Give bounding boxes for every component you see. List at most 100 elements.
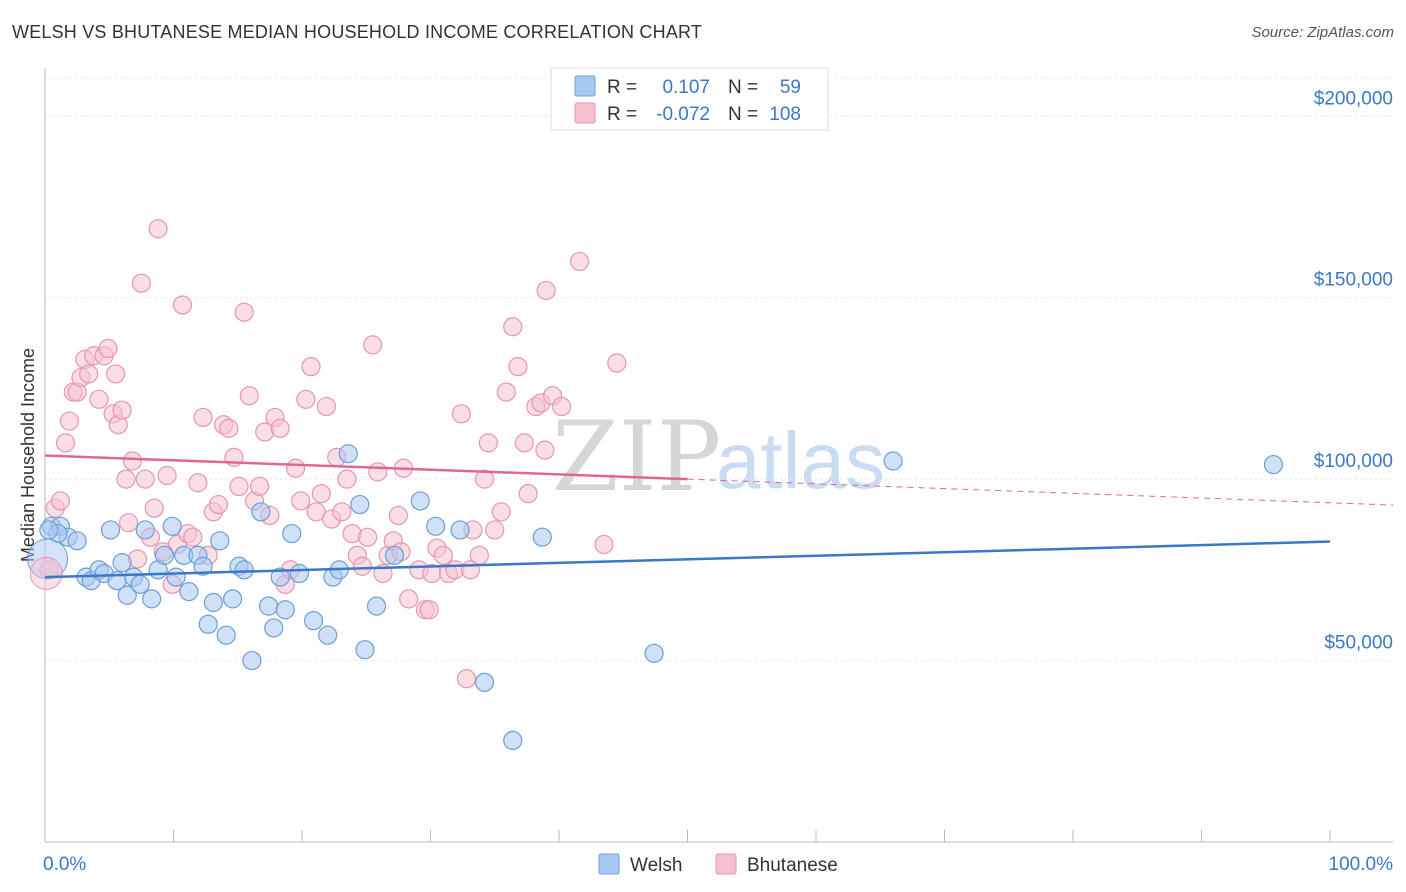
welsh-point <box>644 643 664 663</box>
bhutanese-point <box>419 600 439 620</box>
bhutanese-point <box>399 589 419 609</box>
series-swatch-welsh <box>598 853 620 875</box>
bhutanese-point <box>122 451 142 471</box>
bhutanese-point <box>433 545 453 565</box>
welsh-point <box>179 582 199 602</box>
chart-title: WELSH VS BHUTANESE MEDIAN HOUSEHOLD INCO… <box>12 22 703 42</box>
welsh-point <box>289 563 310 584</box>
legend-box <box>550 67 829 131</box>
data-points <box>27 219 1284 751</box>
bhutanese-point <box>172 295 193 315</box>
welsh-point <box>154 545 175 565</box>
y-tick-label: $100,000 <box>1314 451 1393 472</box>
welsh-point <box>216 625 236 645</box>
welsh-point <box>242 650 262 671</box>
y-tick-label: $150,000 <box>1314 270 1393 291</box>
welsh-point <box>203 592 223 613</box>
watermark-zip: ZIP <box>552 401 721 513</box>
welsh-point <box>117 585 137 605</box>
watermark-atlas: atlas <box>716 416 885 505</box>
bhutanese-point <box>363 335 383 355</box>
welsh-point <box>355 640 375 660</box>
legend-r-value-bhutanese: -0.072 <box>656 104 710 125</box>
bhutanese-point <box>270 418 290 438</box>
bhutanese-point <box>188 473 208 493</box>
welsh-point <box>366 596 387 616</box>
welsh-point <box>251 502 271 522</box>
legend-n-label-bhutanese: N = <box>728 104 758 125</box>
legend-r-value-welsh: 0.107 <box>662 77 710 98</box>
bhutanese-point <box>594 534 614 555</box>
bhutanese-point <box>249 476 270 496</box>
bhutanese-point <box>219 418 239 438</box>
bhutanese-point <box>59 411 80 431</box>
welsh-point <box>210 531 230 551</box>
bhutanese-point <box>148 219 168 239</box>
welsh-point <box>1263 455 1284 475</box>
bhutanese-point <box>491 502 511 522</box>
welsh-point <box>384 545 405 565</box>
bhutanese-point <box>352 556 372 576</box>
bhutanese-trend-extension <box>687 478 1394 506</box>
welsh-point <box>234 560 254 580</box>
bhutanese-point <box>285 458 306 478</box>
watermark: ZIP atlas <box>552 401 885 513</box>
bhutanese-point <box>474 469 495 489</box>
bhutanese-point <box>208 494 229 515</box>
bhutanese-point <box>508 357 528 377</box>
welsh-point <box>450 520 470 540</box>
bhutanese-point <box>50 491 71 511</box>
trend-lines <box>44 454 1394 579</box>
y-tick-labels: $50,000 $100,000 $150,000 $200,000 <box>1314 88 1393 653</box>
bhutanese-point <box>106 364 126 384</box>
bhutanese-point <box>456 669 477 689</box>
y-tick-label: $50,000 <box>1324 633 1393 654</box>
welsh-point <box>474 672 495 692</box>
welsh-point <box>135 520 155 540</box>
bhutanese-point <box>368 462 388 482</box>
bhutanese-point <box>239 386 259 406</box>
welsh-point <box>142 589 162 609</box>
bhutanese-point <box>234 302 254 322</box>
bhutanese-point <box>535 440 555 460</box>
welsh-point <box>100 520 121 540</box>
series-label-welsh: Welsh <box>630 855 682 876</box>
legend-n-label-welsh: N = <box>728 77 758 98</box>
correlation-legend: R = 0.107 N = 59 R = -0.072 N = 108 <box>550 67 829 131</box>
bhutanese-point <box>451 404 471 424</box>
bhutanese-point <box>89 389 109 409</box>
bhutanese-point <box>79 364 99 384</box>
welsh-point <box>198 614 218 634</box>
bhutanese-point <box>112 400 132 420</box>
legend-n-value-welsh: 59 <box>780 77 801 98</box>
bhutanese-point <box>503 317 523 337</box>
bhutanese-point <box>296 389 316 409</box>
bhutanese-point <box>514 433 534 453</box>
welsh-trend-line <box>44 540 1331 579</box>
bhutanese-trend-line <box>44 454 688 481</box>
welsh-point <box>270 567 290 587</box>
legend-n-value-bhutanese: 108 <box>769 104 801 125</box>
bhutanese-point <box>357 527 378 547</box>
welsh-point <box>303 611 324 631</box>
bhutanese-point <box>144 498 164 518</box>
x-tick-min: 0.0% <box>43 854 86 875</box>
bhutanese-point <box>306 502 326 522</box>
y-axis-title: Median Household Income <box>18 348 38 562</box>
welsh-point <box>883 451 903 471</box>
bhutanese-point <box>193 407 213 428</box>
bhutanese-point <box>183 527 203 547</box>
bhutanese-point <box>311 484 331 504</box>
welsh-point <box>318 625 338 645</box>
x-tick-max: 100.0% <box>1329 854 1394 875</box>
bhutanese-point <box>332 502 352 522</box>
welsh-point <box>503 730 523 751</box>
bhutanese-point <box>569 251 590 272</box>
welsh-point <box>338 444 358 464</box>
legend-swatch-bhutanese <box>574 102 596 124</box>
series-legend: Welsh Bhutanese <box>598 853 838 876</box>
bhutanese-point <box>55 433 76 453</box>
bhutanese-point <box>229 476 249 496</box>
welsh-point <box>426 516 446 536</box>
